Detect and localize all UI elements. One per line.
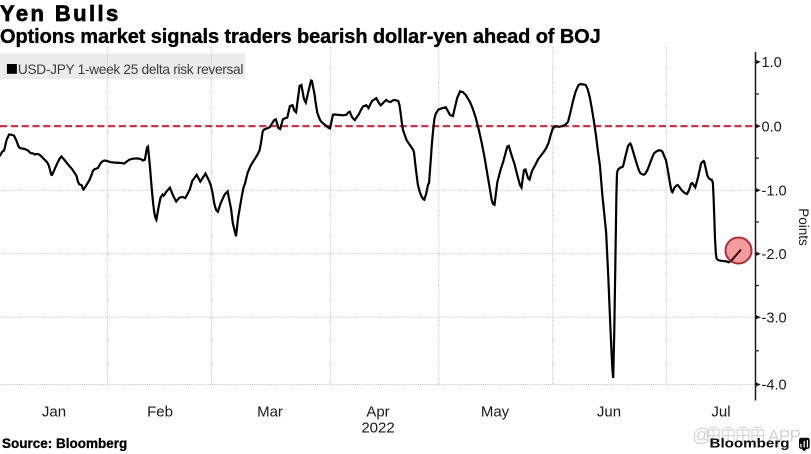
- svg-text:Points: Points: [796, 208, 811, 246]
- svg-text:@: @: [692, 426, 711, 447]
- svg-text:1.0: 1.0: [762, 55, 782, 71]
- svg-text:Bloomberg: Bloomberg: [710, 437, 790, 451]
- svg-text:Jan: Jan: [42, 404, 66, 421]
- svg-text:Jun: Jun: [597, 404, 621, 421]
- svg-text:-2.0: -2.0: [762, 247, 787, 263]
- svg-text:Mar: Mar: [257, 404, 283, 421]
- svg-text:May: May: [481, 404, 510, 421]
- svg-text:Apr: Apr: [366, 404, 389, 421]
- svg-text:Jul: Jul: [711, 404, 730, 421]
- svg-text:USD-JPY 1-week 25 delta risk r: USD-JPY 1-week 25 delta risk reversal: [18, 62, 243, 77]
- svg-text:2022: 2022: [361, 420, 394, 437]
- svg-text:-1.0: -1.0: [762, 183, 787, 199]
- svg-text:APP: APP: [768, 427, 801, 446]
- svg-text:-3.0: -3.0: [762, 310, 787, 326]
- svg-text:Feb: Feb: [147, 404, 173, 421]
- svg-text:-4.0: -4.0: [762, 378, 787, 394]
- svg-text:0.0: 0.0: [762, 119, 782, 135]
